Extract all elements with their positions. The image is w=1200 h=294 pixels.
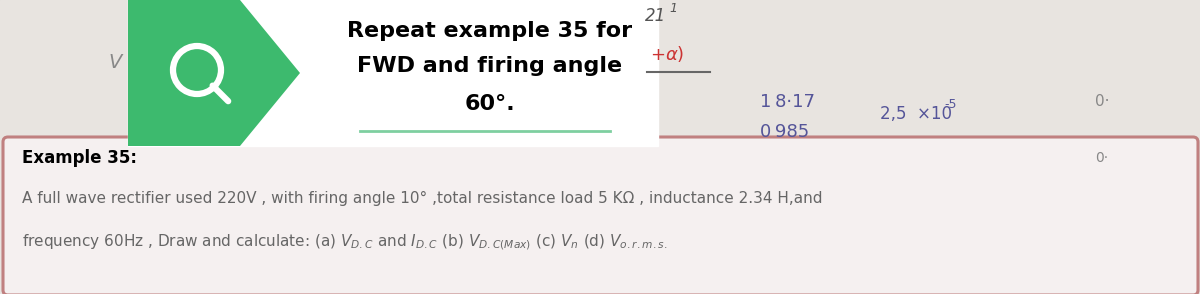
Text: 1: 1	[670, 3, 677, 16]
Text: 0 985: 0 985	[760, 123, 809, 141]
Text: 0·: 0·	[1096, 151, 1108, 165]
Polygon shape	[128, 0, 300, 146]
Text: 0·: 0·	[1096, 94, 1110, 109]
Text: 2,5  ×10: 2,5 ×10	[880, 105, 952, 123]
Circle shape	[169, 42, 226, 98]
Text: 1 8·17: 1 8·17	[760, 93, 815, 111]
Text: frequency 60Hz , Draw and calculate: (a) $V_{D.C}$ and $I_{D.C}$ (b) $V_{D.C(Max: frequency 60Hz , Draw and calculate: (a)…	[22, 232, 667, 252]
FancyBboxPatch shape	[128, 0, 658, 146]
Text: Repeat example 35 for: Repeat example 35 for	[348, 21, 632, 41]
Text: 21: 21	[646, 7, 666, 25]
Text: FWD and firing angle: FWD and firing angle	[358, 56, 623, 76]
Text: $+\alpha)$: $+\alpha)$	[650, 44, 684, 64]
FancyBboxPatch shape	[2, 137, 1198, 294]
Text: V: V	[108, 53, 121, 71]
Text: 60°.: 60°.	[464, 94, 515, 114]
Text: Example 35:: Example 35:	[22, 149, 137, 167]
Text: -5: -5	[944, 98, 956, 111]
Bar	[128, 0, 658, 146]
Text: A full wave rectifier used 220V , with firing angle 10° ,total resistance load 5: A full wave rectifier used 220V , with f…	[22, 191, 822, 206]
